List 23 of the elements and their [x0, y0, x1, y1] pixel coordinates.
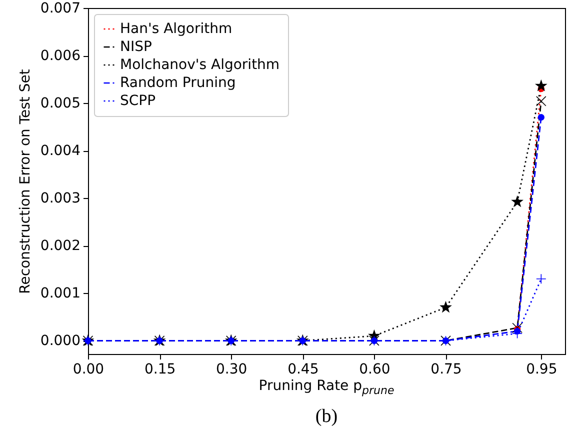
y-tick-label: 0.007 — [40, 0, 80, 16]
legend-label: Han's Algorithm — [120, 21, 232, 37]
legend-label: NISP — [120, 39, 152, 55]
y-tick-label: 0.000 — [40, 333, 80, 350]
y-tick-label: 0.005 — [40, 96, 80, 112]
legend-label: Random Pruning — [120, 75, 236, 91]
y-tick-label: 0.003 — [40, 190, 80, 207]
x-tick-label: 0.30 — [216, 362, 248, 378]
x-axis-title: Pruning Rate p$_{prune}$ — [258, 378, 396, 397]
x-tick-label: 0.75 — [430, 362, 462, 378]
legend-label: Molchanov's Algorithm — [120, 57, 280, 73]
y-tick-label: 0.004 — [40, 143, 81, 160]
y-tick-label: 0.001 — [40, 286, 80, 302]
x-tick-label: 0.45 — [288, 362, 319, 378]
x-tick-label: 0.95 — [526, 362, 558, 378]
y-tick-label: 0.002 — [40, 238, 80, 254]
x-tick-label: 0.00 — [72, 362, 104, 378]
text: (b) — [314, 406, 339, 428]
y-tick-label: 0.006 — [40, 48, 81, 64]
legend-label: SCPP — [120, 93, 156, 109]
y-axis-title: Reconstruction Error on Test Set — [17, 68, 34, 294]
x-tick-label: 0.60 — [359, 362, 390, 378]
x-tick-label: 0.15 — [144, 362, 176, 378]
